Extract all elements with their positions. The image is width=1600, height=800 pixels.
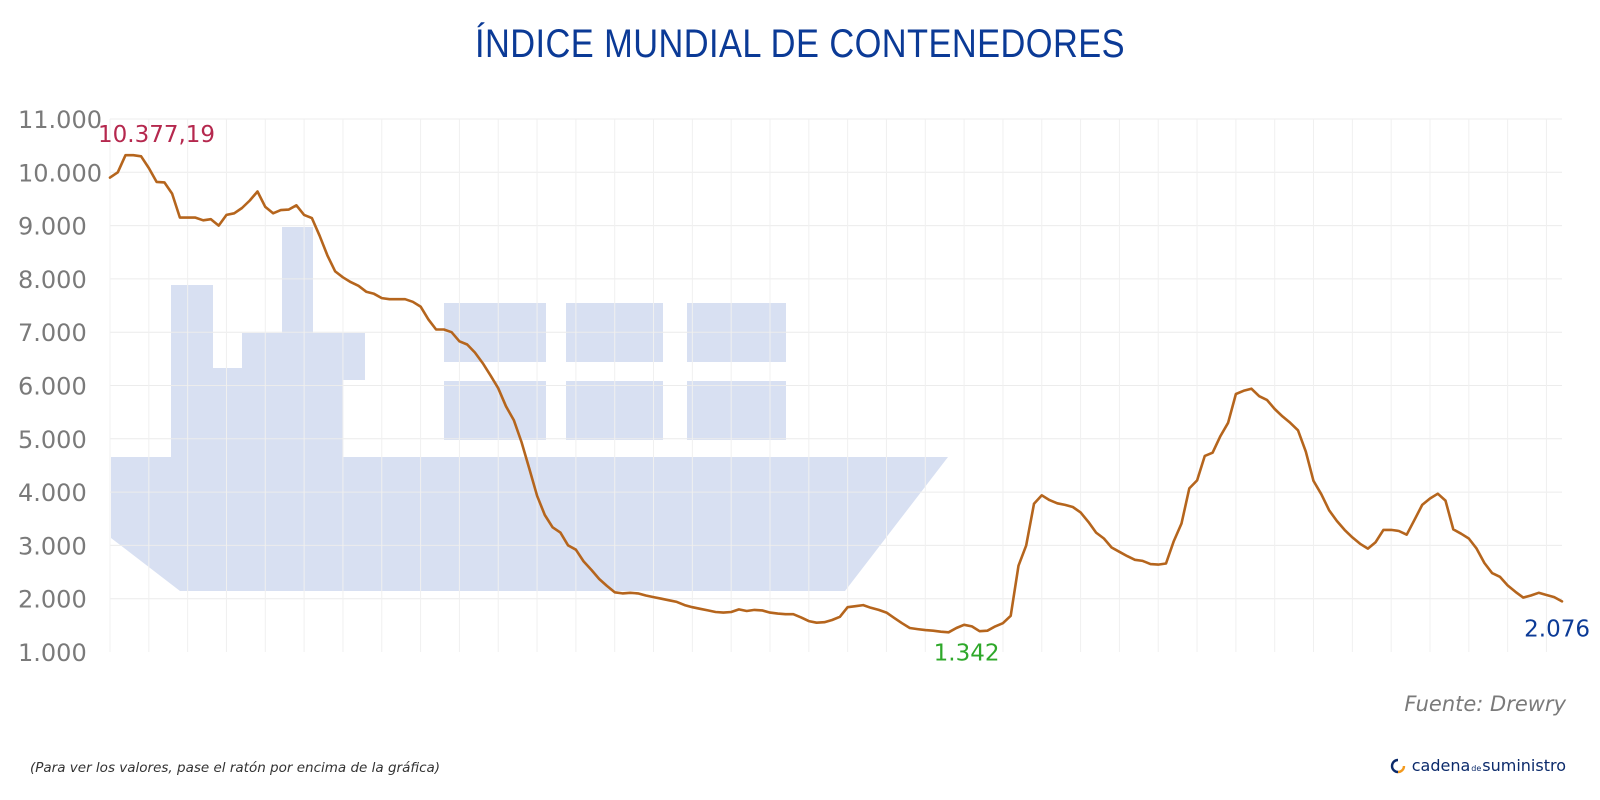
ship-hull	[111, 227, 948, 591]
source-note: Fuente: Drewry	[1404, 692, 1566, 716]
y-tick-label: 8.000	[18, 266, 87, 294]
annotation-max: 10.377,19	[98, 122, 215, 148]
y-tick-label: 9.000	[18, 213, 87, 241]
brand-text-cadena: cadena	[1411, 756, 1471, 775]
y-tick-label: 2.000	[18, 586, 87, 614]
chart-title: ÍNDICE MUNDIAL DE CONTENEDORES	[474, 22, 1125, 66]
vertical-gridlines	[109, 119, 1547, 652]
series-line[interactable]	[108, 153, 1564, 634]
brand-logo[interactable]: cadena de suministro	[1390, 756, 1566, 775]
data-annotations: 10.377,19 1.342 2.076	[98, 122, 1590, 666]
cycle-arrows-icon	[1390, 758, 1405, 773]
y-tick-label: 4.000	[18, 479, 87, 507]
y-tick-label: 11.000	[18, 106, 102, 134]
y-tick-label: 10.000	[18, 159, 102, 187]
annotation-last: 2.076	[1524, 616, 1590, 642]
y-tick-label: 6.000	[18, 373, 87, 401]
cargo-container	[444, 381, 546, 440]
brand-text-suministro: suministro	[1482, 756, 1566, 775]
y-tick-label: 5.000	[18, 426, 87, 454]
container-ship-icon	[111, 227, 948, 591]
cargo-container	[687, 381, 786, 440]
y-tick-label: 3.000	[18, 532, 87, 560]
y-axis-tick-labels: 1.000 2.000 3.000 4.000 5.000 6.000 7.000 8.000…	[18, 106, 102, 667]
annotation-min: 1.342	[934, 640, 1000, 666]
brand-text-de: de	[1471, 764, 1482, 773]
y-tick-label: 7.000	[18, 319, 87, 347]
hover-hint: (Para ver los valores, pase el ratón por…	[30, 760, 441, 776]
y-tick-label: 1.000	[18, 639, 87, 667]
